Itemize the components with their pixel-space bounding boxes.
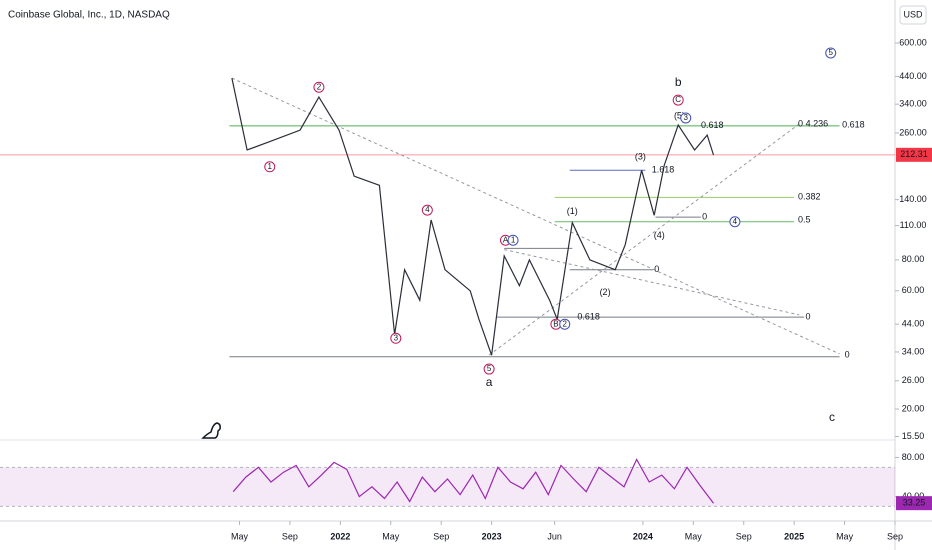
x-tick-label: 2023 — [482, 531, 502, 541]
wave-label: 0.618 — [577, 311, 600, 321]
wave-label: 0.618 — [701, 120, 724, 130]
rsi-band — [0, 467, 895, 507]
wave-label: (1) — [567, 206, 578, 216]
wave-label: 0.618 — [842, 119, 865, 129]
y-tick-label: 44.00 — [902, 319, 925, 329]
wave-label: 0.5 — [798, 214, 811, 224]
wave-label: 0 — [845, 350, 850, 360]
wave-label: 5 — [828, 48, 833, 57]
x-tick-label: 2022 — [330, 531, 350, 541]
wave-circle — [672, 94, 684, 106]
wave-label: (5) — [674, 111, 685, 121]
wave-circle — [264, 161, 276, 173]
x-tick-label: Jun — [547, 531, 562, 541]
wave-label: a — [486, 375, 493, 389]
logo-icon — [201, 422, 221, 439]
y-tick-label: 15.50 — [902, 431, 925, 441]
wave-label: 0 — [806, 311, 811, 321]
wave-circle — [483, 363, 495, 375]
wave-label: C — [675, 95, 681, 104]
wave-circle — [729, 216, 741, 228]
wave-circle — [421, 204, 433, 216]
rsi-last-box — [896, 496, 932, 511]
y-tick-label: 110.00 — [900, 220, 927, 230]
last-price-box — [896, 147, 932, 162]
wave-label: A — [503, 235, 509, 244]
x-tick-label: 2024 — [633, 531, 653, 541]
x-tick-label: Sep — [282, 531, 298, 541]
y-tick-label: 600.00 — [899, 37, 927, 47]
y-tick-label: 26.00 — [902, 375, 925, 385]
x-tick-label: 2025 — [784, 531, 804, 541]
wave-label: 0 — [798, 118, 803, 128]
wave-label: 0 — [654, 264, 659, 274]
wave-circle — [313, 81, 325, 93]
price-line — [232, 458, 714, 504]
x-tick-label: Sep — [433, 531, 449, 541]
wave-circle — [507, 234, 519, 246]
y-tick-label: 340.00 — [899, 99, 927, 109]
drawing-line — [504, 249, 800, 316]
y-tick-label: 440.00 — [899, 71, 927, 81]
wave-label: (4) — [654, 230, 665, 240]
currency-label: USD — [903, 9, 923, 19]
rsi-last-label: 33.25 — [903, 498, 926, 508]
wave-circle — [680, 112, 692, 124]
wave-label: 4 — [733, 217, 738, 226]
x-tick-label: May — [685, 531, 703, 541]
wave-label: (3) — [635, 151, 646, 161]
wave-circle — [559, 318, 571, 330]
wave-label: (2) — [600, 287, 611, 297]
y-tick-label: 34.00 — [902, 346, 925, 356]
wave-label: 4.236 — [806, 118, 829, 128]
wave-label: 0 — [702, 212, 707, 222]
wave-label: 3 — [684, 113, 689, 122]
wave-label: 2 — [317, 82, 322, 91]
y-tick-label: 60.00 — [902, 285, 925, 295]
x-tick-label: May — [231, 531, 249, 541]
y-tick-label: 80.00 — [902, 254, 925, 264]
drawing-line — [488, 123, 800, 356]
price-line — [231, 77, 715, 356]
y-tick-label: 140.00 — [899, 194, 927, 204]
wave-label: 0.382 — [798, 192, 821, 202]
rsi-y-tick-label: 40.00 — [902, 491, 925, 501]
x-tick-label: May — [836, 531, 854, 541]
wave-label: 1 — [268, 162, 273, 171]
chart-title: Coinbase Global, Inc., 1D, NASDAQ — [8, 10, 170, 21]
wave-label: 1 — [511, 235, 516, 244]
currency-box[interactable] — [899, 5, 927, 25]
wave-circle — [390, 332, 402, 344]
wave-label: 2 — [563, 319, 568, 328]
y-tick-label: 260.00 — [899, 127, 927, 137]
x-tick-label: May — [382, 531, 400, 541]
wave-circle — [825, 47, 837, 59]
x-tick-label: Sep — [736, 531, 752, 541]
wave-label: 1.618 — [652, 165, 675, 175]
wave-label: 5 — [487, 364, 492, 373]
wave-label: c — [829, 410, 835, 424]
y-tick-label: 20.00 — [902, 403, 925, 413]
wave-label: b — [675, 75, 682, 89]
x-tick-label: Sep — [887, 531, 903, 541]
wave-label: B — [553, 319, 558, 328]
rsi-y-tick-label: 80.00 — [902, 452, 925, 462]
wave-label: 3 — [394, 333, 399, 342]
last-price-label: 212.31 — [900, 149, 928, 159]
wave-label: 4 — [425, 205, 430, 214]
